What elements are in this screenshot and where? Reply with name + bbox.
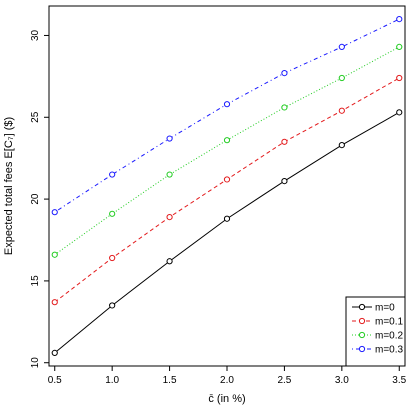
data-point — [396, 109, 403, 116]
data-point — [109, 210, 116, 217]
x-tick-label: 1.0 — [105, 375, 119, 386]
legend: m=0 m=0.1 m=0.2 m=0.3 — [345, 296, 406, 367]
legend-label: m=0.1 — [375, 317, 404, 328]
data-point — [396, 43, 403, 51]
series-line — [54, 46, 400, 256]
y-tick-label: 15 — [30, 275, 41, 287]
legend-marker — [358, 331, 366, 339]
y-axis-label: Expected total fees E[C₇] ($) — [3, 117, 15, 255]
data-point — [223, 176, 231, 183]
series-layer — [51, 15, 403, 357]
data-point — [338, 107, 345, 114]
data-point — [223, 137, 231, 144]
data-point — [396, 15, 403, 23]
legend-marker — [358, 345, 366, 353]
data-point — [338, 74, 345, 82]
y-tick-label: 25 — [30, 111, 41, 123]
series-m=0.3 — [51, 15, 403, 216]
data-point — [223, 215, 231, 222]
data-point — [338, 141, 345, 149]
x-axis-label: c̄ (in %) — [208, 393, 245, 405]
series-m=0.2 — [51, 43, 403, 258]
y-tick-label: 30 — [30, 29, 41, 41]
x-tick-label: 2.0 — [220, 375, 234, 386]
data-point — [223, 101, 231, 108]
data-point — [109, 171, 116, 178]
legend-label: m=0 — [375, 303, 395, 314]
series-m=0 — [51, 109, 403, 357]
x-axis: 0.5 1.0 1.5 2.0 2.5 3.0 3.5 — [48, 366, 407, 386]
y-tick-label: 20 — [30, 193, 41, 205]
x-tick-label: 0.5 — [48, 375, 62, 386]
series-m=0.1 — [51, 74, 403, 306]
data-point — [51, 299, 58, 306]
legend-label: m=0.2 — [375, 331, 404, 342]
data-point — [281, 138, 288, 145]
data-point — [338, 43, 345, 51]
series-line — [54, 18, 400, 213]
data-point — [166, 135, 173, 142]
legend-marker — [358, 303, 366, 311]
data-point — [166, 213, 173, 221]
data-point — [396, 74, 403, 82]
x-tick-label: 1.5 — [163, 375, 177, 386]
x-tick-label: 3.0 — [335, 375, 349, 386]
series-line — [54, 77, 400, 303]
data-point — [166, 171, 173, 178]
data-point — [109, 254, 116, 262]
x-tick-label: 2.5 — [277, 375, 291, 386]
data-point — [51, 209, 58, 216]
y-axis: 10 15 20 25 30 — [30, 29, 49, 368]
data-point — [281, 69, 288, 77]
data-point — [281, 177, 288, 185]
legend-label: m=0.3 — [375, 345, 404, 356]
data-point — [166, 258, 173, 265]
data-point — [281, 104, 288, 111]
data-point — [51, 251, 58, 258]
y-tick-label: 10 — [30, 357, 41, 369]
legend-box — [345, 296, 406, 367]
x-tick-label: 3.5 — [392, 375, 406, 386]
data-point — [109, 302, 116, 309]
legend-marker — [358, 317, 366, 325]
data-point — [51, 349, 58, 357]
